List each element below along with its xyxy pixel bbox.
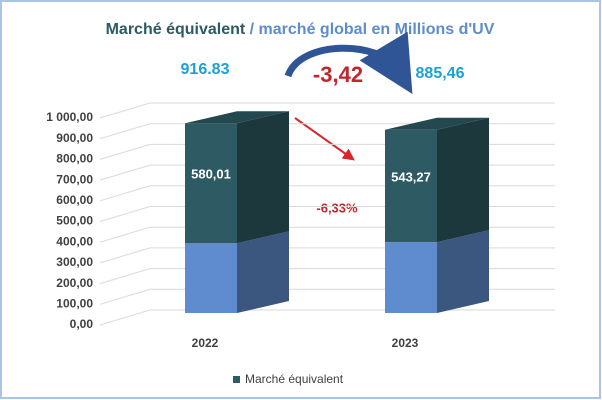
y-tick-label: 0,00	[70, 317, 94, 331]
plot: 0,00 100,00 200,00 300,00 400,00 500,00 600,00…	[46, 102, 555, 386]
legend-swatch	[233, 376, 240, 383]
chart-title: Marché équivalent / marché global en Mil…	[106, 21, 495, 38]
value-label: 580,01	[191, 167, 231, 182]
y-tick-label: 600,00	[56, 193, 93, 207]
bar-side	[437, 117, 489, 243]
difference-label: -3,42	[313, 62, 363, 87]
total-label: 885,46	[416, 65, 465, 82]
bar-side	[237, 231, 289, 313]
value-label: 543,27	[391, 169, 431, 184]
x-tick-label: 2023	[392, 336, 419, 350]
total-label: 916.83	[181, 61, 230, 78]
percent-label: -6,33%	[316, 200, 358, 215]
y-tick-label: 900,00	[56, 131, 93, 145]
legend-label: Marché équivalent	[245, 372, 344, 386]
bar-segment	[185, 243, 237, 313]
title-part: marché global en Millions d'UV	[259, 21, 495, 38]
x-tick-label: 2022	[192, 336, 219, 350]
y-tick-label: 700,00	[56, 172, 93, 186]
y-tick-label: 300,00	[56, 255, 93, 269]
y-tick-label: 500,00	[56, 214, 93, 228]
bar-side	[437, 230, 489, 313]
bar-segment	[185, 123, 237, 244]
grid-line	[99, 102, 555, 119]
title-separator: /	[245, 21, 258, 38]
y-tick-label: 100,00	[56, 296, 93, 310]
y-tick-label: 400,00	[56, 234, 93, 248]
title-part: Marché équivalent	[106, 21, 246, 38]
bar-segment	[385, 129, 437, 243]
y-tick-label: 800,00	[56, 152, 93, 166]
bar-side	[237, 111, 289, 244]
bar-top	[385, 117, 489, 130]
y-tick-label: 200,00	[56, 276, 93, 290]
bar-segment	[385, 242, 437, 313]
y-tick-label: 1 000,00	[46, 110, 93, 124]
bar-top	[185, 111, 289, 124]
trend-arrow	[294, 117, 355, 161]
change-arrow	[284, 31, 413, 94]
